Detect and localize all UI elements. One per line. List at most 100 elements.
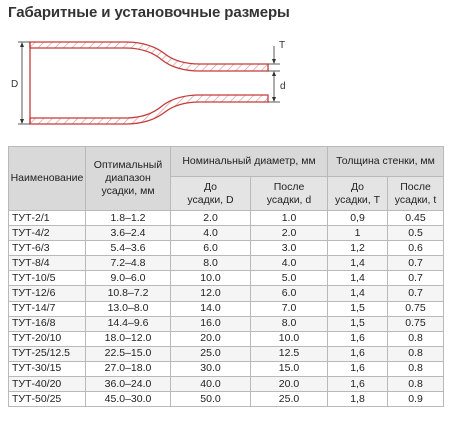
cell-D: 14.0 (170, 300, 251, 317)
cell-range: 13.0–8.0 (85, 300, 171, 317)
cell-t: 0.45 (386, 209, 445, 227)
table-row: ТУТ-10/5 9.0–6.0 10.0 5.0 1,4 0.7 (8, 270, 445, 287)
cell-t: 0.75 (386, 315, 445, 332)
cell-d: 20.0 (250, 376, 328, 393)
cell-T: 1,6 (327, 330, 388, 347)
cell-name: ТУТ-25/12.5 (8, 345, 86, 362)
cell-range: 18.0–12.0 (85, 330, 171, 347)
table-row: ТУТ-12/6 10.8–7.2 12.0 6.0 1,4 0.7 (8, 285, 445, 302)
tube-bottom-wall (29, 94, 269, 125)
cell-d: 2.0 (250, 225, 328, 242)
cell-D: 10.0 (170, 270, 251, 287)
cell-d: 8.0 (250, 315, 328, 332)
cell-t: 0.7 (386, 255, 445, 272)
cell-t: 0.8 (386, 345, 445, 362)
cell-T: 1,4 (327, 270, 388, 287)
cell-d: 5.0 (250, 270, 328, 287)
table-row: ТУТ-6/3 5.4–3.6 6.0 3.0 1,2 0.6 (8, 240, 445, 257)
tube-dimension-diagram: D T d (11, 40, 286, 125)
cell-t: 0.6 (386, 240, 445, 257)
table-row: ТУТ-14/7 13.0–8.0 14.0 7.0 1,5 0.75 (8, 300, 445, 317)
cell-T: 1,8 (327, 391, 388, 408)
cell-range: 45.0–30.0 (85, 391, 171, 408)
header-name: Наименование (8, 146, 86, 211)
cell-T: 1 (327, 225, 388, 242)
cell-t: 0.9 (386, 391, 445, 408)
cell-D: 20.0 (170, 330, 251, 347)
cell-range: 9.0–6.0 (85, 270, 171, 287)
cell-d: 3.0 (250, 240, 328, 257)
tube-top-wall (29, 41, 269, 72)
header-before-T: До усадки, T (327, 176, 388, 211)
cell-D: 8.0 (170, 255, 251, 272)
cell-range: 3.6–2.4 (85, 225, 171, 242)
table-row: ТУТ-20/10 18.0–12.0 20.0 10.0 1,6 0.8 (8, 330, 445, 347)
header-wall-group: Толщина стенки, мм (326, 146, 445, 177)
dimensions-table: Наименование Оптимальный диапазон усадки… (8, 146, 445, 408)
table-row: ТУТ-40/20 36.0–24.0 40.0 20.0 1,6 0.8 (8, 376, 445, 393)
table-row: ТУТ-8/4 7.2–4.8 8.0 4.0 1,4 0.7 (8, 255, 445, 272)
cell-D: 25.0 (170, 345, 251, 362)
cell-name: ТУТ-4/2 (8, 225, 86, 242)
cell-D: 16.0 (170, 315, 251, 332)
cell-range: 5.4–3.6 (85, 240, 171, 257)
cell-name: ТУТ-16/8 (8, 315, 86, 332)
cell-T: 1,6 (327, 376, 388, 393)
cell-T: 1,5 (327, 300, 388, 317)
label-d: d (280, 81, 286, 92)
cell-d: 12.5 (250, 345, 328, 362)
header-before-D: До усадки, D (170, 176, 251, 211)
cell-d: 7.0 (250, 300, 328, 317)
cell-D: 12.0 (170, 285, 251, 302)
cell-D: 40.0 (170, 376, 251, 393)
cell-name: ТУТ-8/4 (8, 255, 86, 272)
header-after-d: После усадки, d (250, 176, 328, 211)
cell-name: ТУТ-10/5 (8, 270, 86, 287)
cell-range: 22.5–15.0 (85, 345, 171, 362)
cell-range: 7.2–4.8 (85, 255, 171, 272)
cell-t: 0.5 (386, 225, 445, 242)
header-after-t: После усадки, t (386, 176, 445, 211)
label-D: D (11, 79, 18, 90)
label-T: T (279, 40, 285, 51)
cell-D: 30.0 (170, 360, 251, 378)
header-diameter-group: Номинальный диаметр, мм (170, 146, 328, 177)
cell-D: 4.0 (170, 225, 251, 242)
cell-T: 1,2 (327, 240, 388, 257)
table-row: ТУТ-50/25 45.0–30.0 50.0 25.0 1,8 0.9 (8, 391, 445, 408)
table-row: ТУТ-30/15 27.0–18.0 30.0 15.0 1,6 0.8 (8, 360, 445, 378)
cell-t: 0.8 (386, 360, 445, 378)
cell-range: 27.0–18.0 (85, 360, 171, 378)
cell-range: 10.8–7.2 (85, 285, 171, 302)
cell-D: 2.0 (170, 209, 251, 227)
header-range: Оптимальный диапазон усадки, мм (85, 146, 171, 211)
cell-T: 1,6 (327, 345, 388, 362)
cell-t: 0.7 (386, 270, 445, 287)
cell-T: 1,4 (327, 285, 388, 302)
cell-t: 0.8 (386, 330, 445, 347)
table-row: ТУТ-25/12.5 22.5–15.0 25.0 12.5 1,6 0.8 (8, 345, 445, 362)
page-title: Габаритные и установочные размеры (8, 4, 290, 21)
cell-name: ТУТ-6/3 (8, 240, 86, 257)
cell-range: 36.0–24.0 (85, 376, 171, 393)
cell-name: ТУТ-30/15 (8, 360, 86, 378)
cell-d: 1.0 (250, 209, 328, 227)
cell-name: ТУТ-40/20 (8, 376, 86, 393)
cell-d: 10.0 (250, 330, 328, 347)
cell-T: 1,5 (327, 315, 388, 332)
cell-name: ТУТ-2/1 (8, 209, 86, 227)
cell-T: 0,9 (327, 209, 388, 227)
table-row: ТУТ-4/2 3.6–2.4 4.0 2.0 1 0.5 (8, 225, 445, 242)
cell-d: 4.0 (250, 255, 328, 272)
cell-t: 0.7 (386, 285, 445, 302)
table-row: ТУТ-2/1 1.8–1.2 2.0 1.0 0,9 0.45 (8, 209, 445, 227)
cell-t: 0.75 (386, 300, 445, 317)
cell-D: 50.0 (170, 391, 251, 408)
cell-D: 6.0 (170, 240, 251, 257)
cell-name: ТУТ-14/7 (8, 300, 86, 317)
cell-name: ТУТ-20/10 (8, 330, 86, 347)
cell-d: 6.0 (250, 285, 328, 302)
cell-name: ТУТ-12/6 (8, 285, 86, 302)
cell-d: 25.0 (250, 391, 328, 408)
cell-range: 14.4–9.6 (85, 315, 171, 332)
